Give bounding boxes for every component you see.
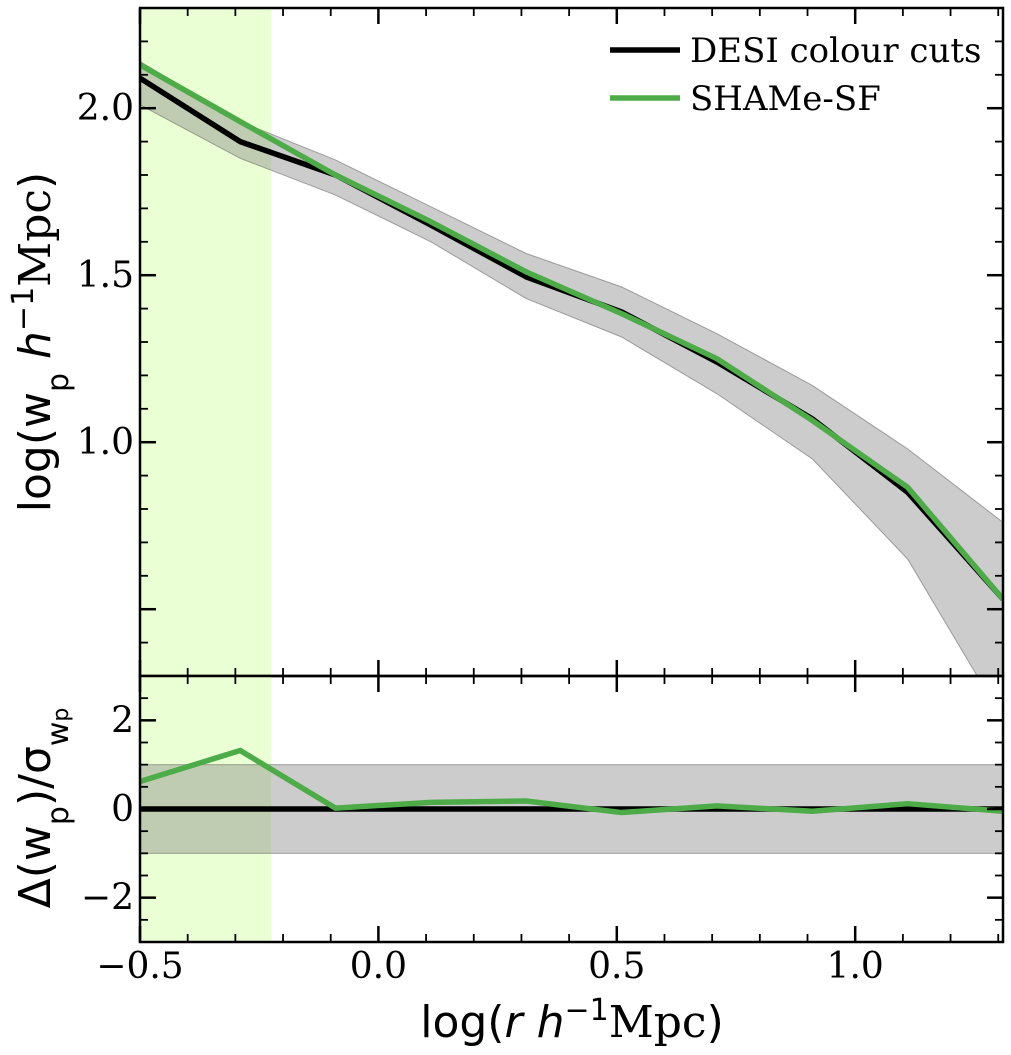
residual-panel: −2 0 2 −0.5 0.0 0.5 1.0: [81, 674, 1005, 987]
main-panel: 1.0 1.5 2.0 DESI colour cuts SHAMe-SF: [77, 6, 1005, 678]
residual-plot-area: [140, 676, 1003, 942]
main-y-axis-label: log(wp h−1Mpc): [6, 172, 76, 512]
residual-ytick-label: 0: [111, 789, 134, 830]
main-error-band: [140, 60, 1003, 676]
residual-series-line-shame: [140, 747, 1003, 816]
x-axis-label: log(r h−1Mpc): [420, 993, 724, 1049]
legend-entry-1: SHAMe-SF: [690, 79, 881, 119]
xtick-label: 0.0: [350, 946, 407, 987]
main-ytick-label: 1.5: [77, 255, 134, 296]
legend-entry-0: DESI colour cuts: [690, 31, 981, 71]
main-plot-area: [140, 8, 1003, 676]
residual-ytick-label: −2: [81, 878, 134, 919]
xtick-label: 1.0: [827, 946, 884, 987]
xtick-label: −0.5: [96, 946, 183, 987]
main-ytick-label: 2.0: [77, 88, 134, 129]
main-series-line-shame: [140, 62, 1003, 601]
main-ytick-label: 1.0: [77, 422, 134, 463]
residual-ytick-label: 2: [111, 700, 134, 741]
residual-y-axis-label: Δ(wp)/σwp: [10, 708, 76, 909]
xtick-label: 0.5: [588, 946, 645, 987]
